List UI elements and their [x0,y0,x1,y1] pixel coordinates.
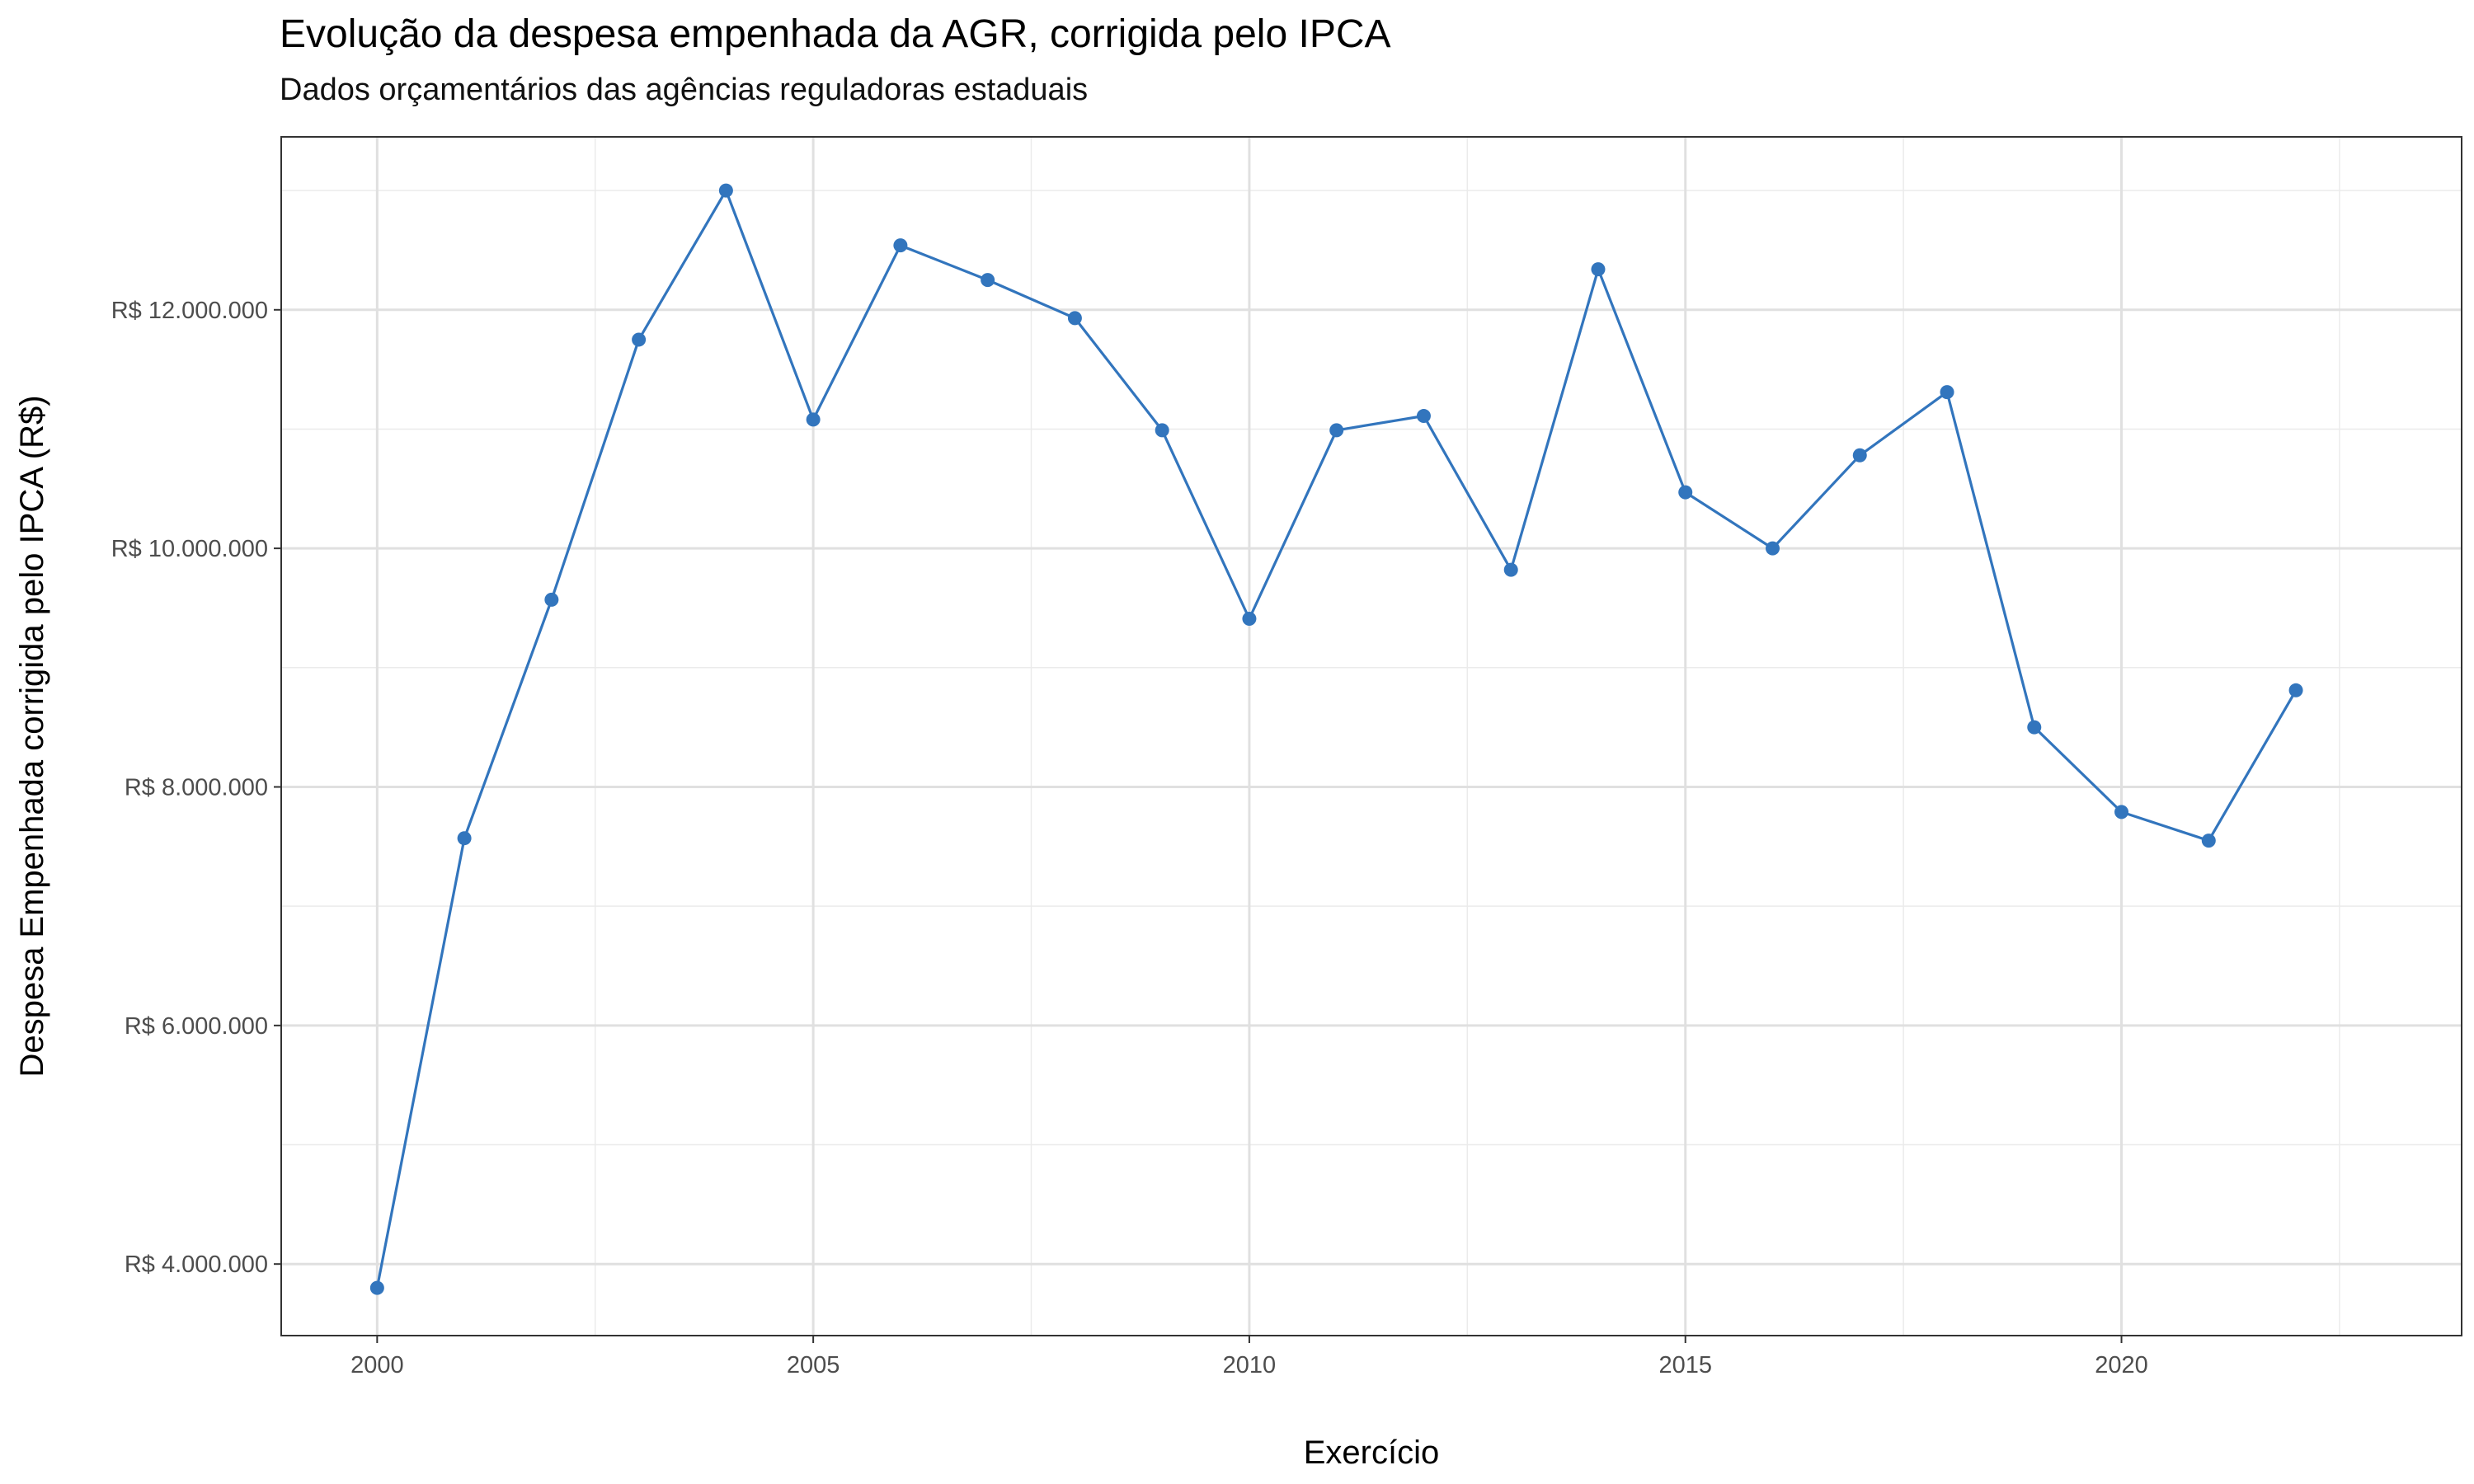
data-point [2288,683,2303,697]
grid-major [281,137,2462,1336]
data-points-group [369,183,2303,1295]
data-point [544,592,559,607]
data-point [1678,485,1693,500]
data-point [893,238,908,253]
data-point [2027,720,2042,735]
data-point [1416,409,1431,424]
x-axis-ticks: 2000 2005 2010 2015 2020 [350,1336,2148,1378]
data-point [2201,834,2216,848]
x-tick-label: 2000 [350,1352,404,1378]
x-tick-label: 2020 [2095,1352,2148,1378]
x-tick-label: 2015 [1658,1352,1712,1378]
series-line [375,189,2298,1289]
series-line-group [375,189,2298,1289]
data-point [1503,562,1518,577]
data-point [718,183,733,198]
chart-title: Evolução da despesa empenhada da AGR, co… [280,12,1391,56]
grid-minor [281,137,2462,1336]
y-axis-title: Despesa Empenhada corrigida pelo IPCA (R… [14,395,50,1077]
data-point [1329,423,1344,438]
data-point [806,412,821,427]
data-point [457,831,472,846]
data-point [1940,385,1954,400]
y-tick-label: R$ 4.000.000 [125,1252,268,1278]
x-axis-title: Exercício [1304,1435,1440,1471]
y-tick-label: R$ 12.000.000 [111,298,268,324]
y-tick-label: R$ 10.000.000 [111,536,268,562]
data-point [632,332,647,347]
x-tick-label: 2005 [787,1352,840,1378]
y-tick-label: R$ 8.000.000 [125,774,268,801]
data-point [1155,423,1169,438]
data-point [1852,448,1867,463]
data-point [2114,805,2129,819]
data-point [369,1280,384,1295]
data-point [981,273,995,288]
y-tick-label: R$ 6.000.000 [125,1013,268,1040]
y-axis-ticks: R$ 4.000.000 R$ 6.000.000 R$ 8.000.000 R$ 1… [111,298,281,1278]
plot-panel-border [280,136,2462,1336]
x-tick-label: 2010 [1223,1352,1277,1378]
data-point [1242,611,1257,626]
data-point [1591,262,1606,277]
data-point [1067,311,1082,326]
chart-subtitle: Dados orçamentários das agências regulad… [280,73,1089,107]
data-point [1765,541,1780,556]
